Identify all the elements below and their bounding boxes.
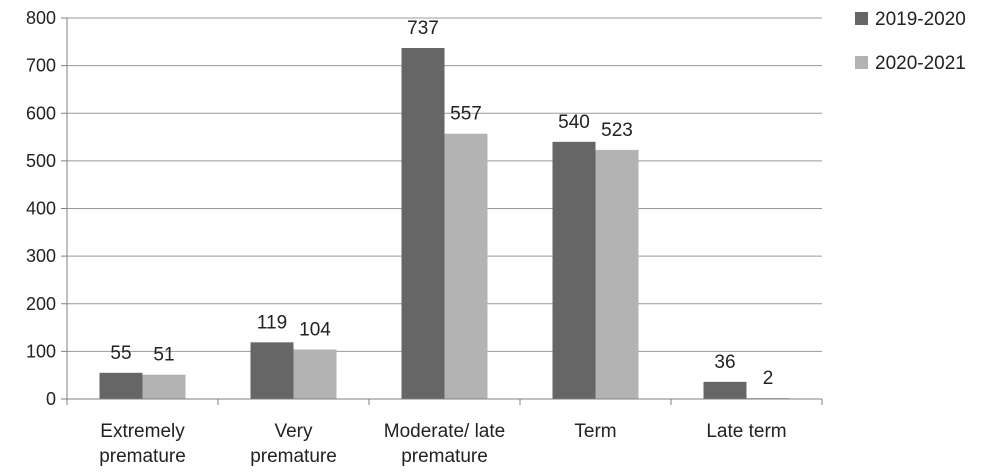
legend-label: 2019-2020 (875, 9, 966, 30)
bar-series-1 (401, 48, 445, 399)
legend-swatch (855, 56, 868, 69)
bar-series-1 (552, 141, 596, 399)
data-label: 557 (450, 104, 482, 125)
category-label: Very (274, 421, 313, 442)
data-label: 119 (257, 312, 287, 333)
category-label: Late term (706, 421, 786, 442)
y-tick-label: 600 (26, 103, 56, 123)
y-axis-tick-labels: 0 100 200 300 400 500 600 700 800 (26, 8, 56, 409)
y-tick-label: 0 (46, 389, 56, 409)
data-label: 104 (299, 319, 331, 340)
bar-series-2 (444, 133, 488, 399)
bar-series-1 (250, 342, 294, 399)
bars (99, 48, 790, 399)
y-tick-label: 500 (26, 151, 56, 171)
data-label: 523 (601, 120, 633, 141)
y-tick-label: 700 (26, 56, 56, 76)
y-tick-label: 200 (26, 294, 56, 314)
legend-swatch (855, 12, 868, 25)
data-label: 51 (153, 345, 174, 366)
y-tick-label: 400 (26, 199, 56, 219)
bar-series-2 (595, 149, 639, 399)
data-label: 737 (407, 18, 439, 39)
category-label: premature (99, 446, 186, 467)
legend: 2019-2020 2020-2021 (855, 9, 966, 74)
data-label: 55 (110, 343, 131, 364)
category-label: Moderate/ late (384, 421, 505, 442)
bar-series-1 (703, 381, 747, 399)
y-tick-label: 300 (26, 246, 56, 266)
bar-series-2 (142, 374, 186, 399)
legend-label: 2020-2021 (875, 53, 966, 74)
data-label: 2 (763, 368, 774, 389)
y-tick-label: 800 (26, 8, 56, 28)
bar-series-1 (99, 372, 143, 399)
axes (61, 17, 823, 405)
category-label: premature (250, 446, 337, 467)
data-label: 36 (714, 352, 735, 373)
y-tick-label: 100 (26, 341, 56, 361)
data-label: 540 (558, 112, 590, 133)
x-axis-category-labels: Extremely premature Very premature Moderate/… (99, 421, 786, 467)
bar-series-2 (293, 349, 337, 399)
data-labels: 55 51 119 104 737 557 540 523 36 2 (110, 18, 773, 389)
category-label: Term (574, 421, 616, 442)
category-label: Extremely (100, 421, 185, 442)
category-label: premature (401, 446, 488, 467)
